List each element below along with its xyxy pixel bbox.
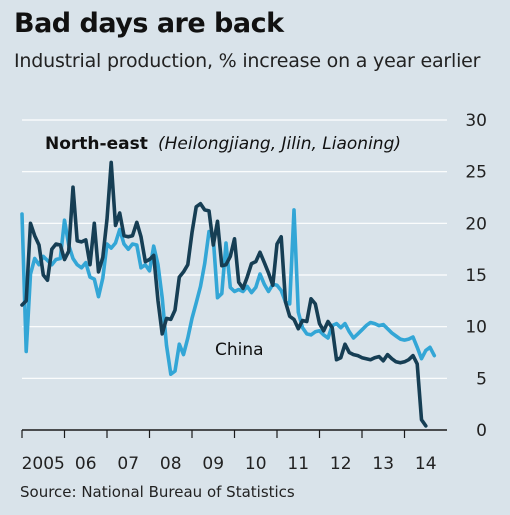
y-tick-label: 5	[476, 369, 487, 389]
x-tick-label: 11	[287, 454, 309, 474]
y-tick-label: 20	[465, 214, 487, 234]
series-line-china	[20, 208, 437, 377]
gridlines	[22, 119, 447, 379]
x-tick-labels: 2005 06 07 08 09 10 11 12 13 14	[22, 454, 437, 474]
x-tick-label: 14	[415, 454, 437, 474]
chart-title: Bad days are back	[14, 8, 284, 39]
x-tick-label: 10	[245, 454, 267, 474]
series-lines	[20, 160, 437, 428]
y-tick-label: 15	[465, 266, 487, 286]
northeast-label: North-east	[45, 134, 148, 154]
x-tick-label: 09	[202, 454, 224, 474]
x-tick-label: 13	[372, 454, 394, 474]
x-tick-label: 08	[160, 454, 182, 474]
x-tick-label: 2005	[22, 454, 65, 474]
y-tick-label: 10	[465, 318, 487, 338]
chart-subtitle: Industrial production, % increase on a y…	[14, 50, 481, 72]
series-line-north-east	[20, 160, 428, 428]
source-note: Source: National Bureau of Statistics	[20, 483, 295, 501]
x-tick-label: 07	[117, 454, 139, 474]
y-tick-label: 30	[465, 111, 487, 131]
axes	[21, 429, 447, 438]
y-tick-label: 0	[476, 421, 487, 441]
china-label: China	[215, 340, 264, 360]
x-tick-label: 12	[330, 454, 352, 474]
y-tick-labels: 0 5 10 15 20 25 30	[465, 111, 487, 441]
northeast-sublabel: (Heilongjiang, Jilin, Liaoning)	[158, 134, 401, 154]
x-tick-label: 06	[75, 454, 97, 474]
y-tick-label: 25	[465, 163, 487, 183]
